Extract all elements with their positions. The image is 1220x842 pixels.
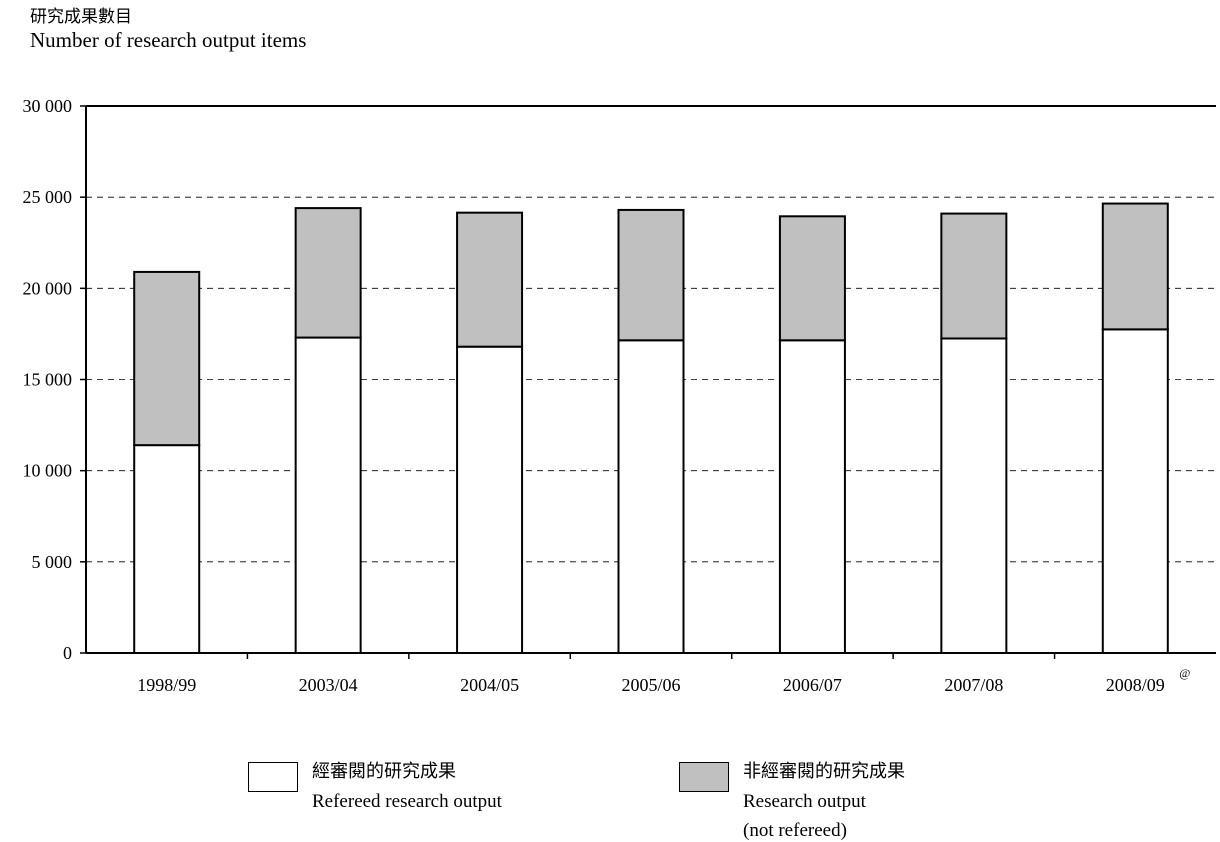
- y-axis-title-zh: 研究成果數目: [30, 7, 132, 27]
- y-axis-title: 研究成果數目 Number of research output items: [30, 7, 307, 52]
- bar-not-refereed: [778, 215, 846, 342]
- bar-refereed: [617, 339, 685, 654]
- bar-refereed: [778, 339, 846, 654]
- y-tick-label: 0: [63, 643, 72, 663]
- x-tick-annotation: @: [1179, 666, 1190, 680]
- legend-label-refereed-en: Refereed research output: [312, 791, 502, 812]
- tick-labels: 0 5 000 10 000 15 000 20 000 25 000 30 000 1998…: [23, 96, 1191, 695]
- bar-refereed: [133, 444, 201, 655]
- bar-refereed: [456, 345, 524, 654]
- bar-refereed: [940, 337, 1008, 654]
- y-tick-label: 15 000: [23, 370, 73, 390]
- x-tick-label: 1998/99: [137, 675, 196, 695]
- y-tick-label: 25 000: [23, 187, 73, 207]
- x-tick-label: 2003/04: [299, 675, 358, 695]
- bar-not-refereed: [940, 212, 1008, 340]
- x-tick-label: 2007/08: [944, 675, 1003, 695]
- x-tick-label: 2006/07: [783, 675, 842, 695]
- bar-refereed: [1101, 328, 1169, 654]
- legend-label-refereed-zh: 經審閱的研究成果: [312, 761, 456, 782]
- bar-not-refereed: [456, 211, 524, 348]
- bar-not-refereed: [617, 208, 685, 342]
- y-tick-label: 10 000: [23, 461, 73, 481]
- legend-label-not-refereed-zh: 非經審閱的研究成果: [743, 761, 905, 782]
- y-tick-label: 30 000: [23, 96, 73, 116]
- x-tick-label: 2008/09: [1106, 675, 1165, 695]
- bars: [133, 202, 1169, 655]
- legend-swatch-refereed: [248, 762, 298, 792]
- bar-refereed: [294, 336, 362, 654]
- axes: [80, 105, 1216, 659]
- y-tick-label: 20 000: [23, 278, 73, 298]
- bar-not-refereed: [294, 207, 362, 339]
- bar-not-refereed: [133, 270, 201, 447]
- x-tick-label: 2005/06: [621, 675, 680, 695]
- y-tick-label: 5 000: [32, 552, 73, 572]
- legend-label-not-refereed-en-line2: (not refereed): [743, 820, 847, 841]
- legend-swatch-not-refereed: [679, 762, 729, 792]
- x-tick-label: 2004/05: [460, 675, 519, 695]
- legend-label-not-refereed-en: Research output: [743, 791, 866, 812]
- stacked-bar-chart: 0 5 000 10 000 15 000 20 000 25 000 30 000 1998…: [23, 96, 1216, 695]
- y-axis-title-en: Number of research output items: [30, 27, 307, 52]
- bar-not-refereed: [1101, 202, 1169, 331]
